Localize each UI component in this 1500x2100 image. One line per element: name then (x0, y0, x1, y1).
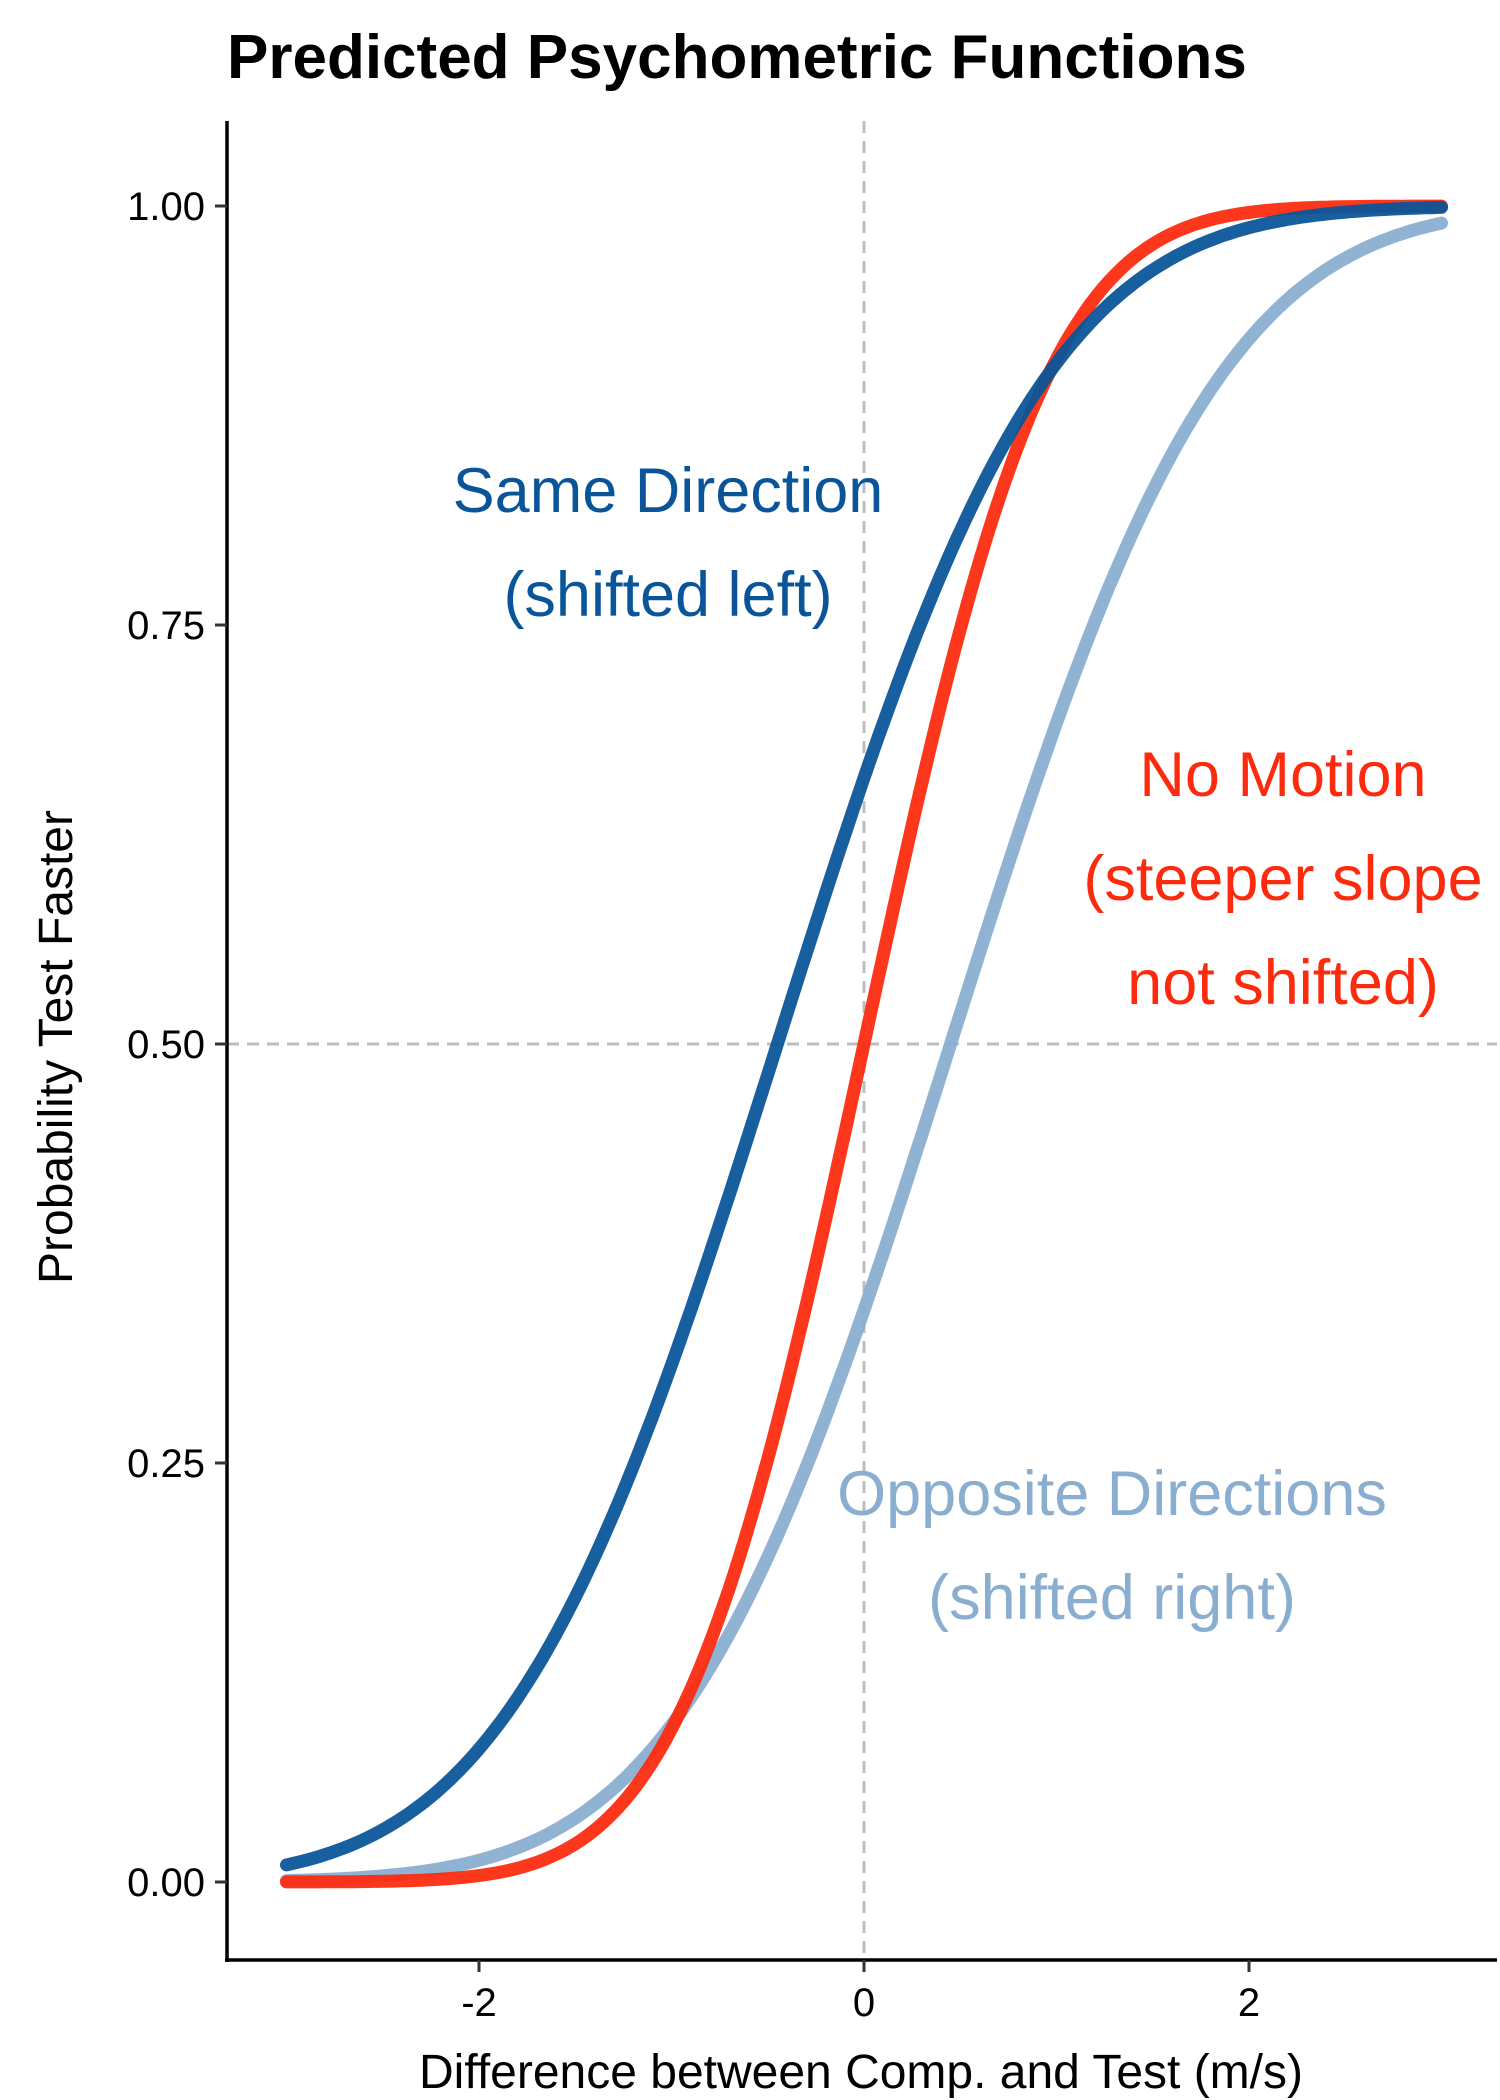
chart-title: Predicted Psychometric Functions (227, 23, 1247, 92)
annotation-same-line-2: (shifted left) (503, 560, 832, 630)
series-layer (280, 199, 1448, 1889)
annotation-no-motion-line-2: (steeper slope (1083, 844, 1482, 914)
series-line-opposite (280, 216, 1448, 1888)
annotation-no-motion-line-3: not shifted) (1127, 948, 1439, 1018)
x-tick-label: 0 (853, 1981, 875, 2025)
annotation-opposite-line-1: Opposite Directions (837, 1459, 1387, 1529)
y-tick-label: 0.00 (127, 1861, 205, 1905)
x-tick-label: 2 (1238, 1981, 1260, 2025)
series-line-same (280, 200, 1448, 1872)
annotation-same-line-1: Same Direction (453, 456, 884, 526)
y-tick-label: 0.25 (127, 1442, 205, 1486)
annotation-no-motion-line-1: No Motion (1139, 740, 1426, 810)
x-tick-label: -2 (461, 1981, 497, 2025)
y-tick-label: 0.75 (127, 604, 205, 648)
x-axis-title: Difference between Comp. and Test (m/s) (419, 2046, 1303, 2099)
x-axis-ticks: -2 0 2 (461, 1960, 1260, 2025)
reference-lines (227, 121, 1497, 1960)
annotations: Same Direction (shifted left) No Motion (st… (453, 456, 1483, 1633)
y-axis-ticks: 0.00 0.25 0.50 0.75 1.00 (127, 185, 227, 1905)
y-tick-label: 1.00 (127, 185, 205, 229)
annotation-opposite-line-2: (shifted right) (928, 1563, 1296, 1633)
y-axis-title: Probability Test Faster (30, 810, 83, 1284)
series-line-no-motion (280, 199, 1448, 1889)
y-tick-label: 0.50 (127, 1023, 205, 1067)
